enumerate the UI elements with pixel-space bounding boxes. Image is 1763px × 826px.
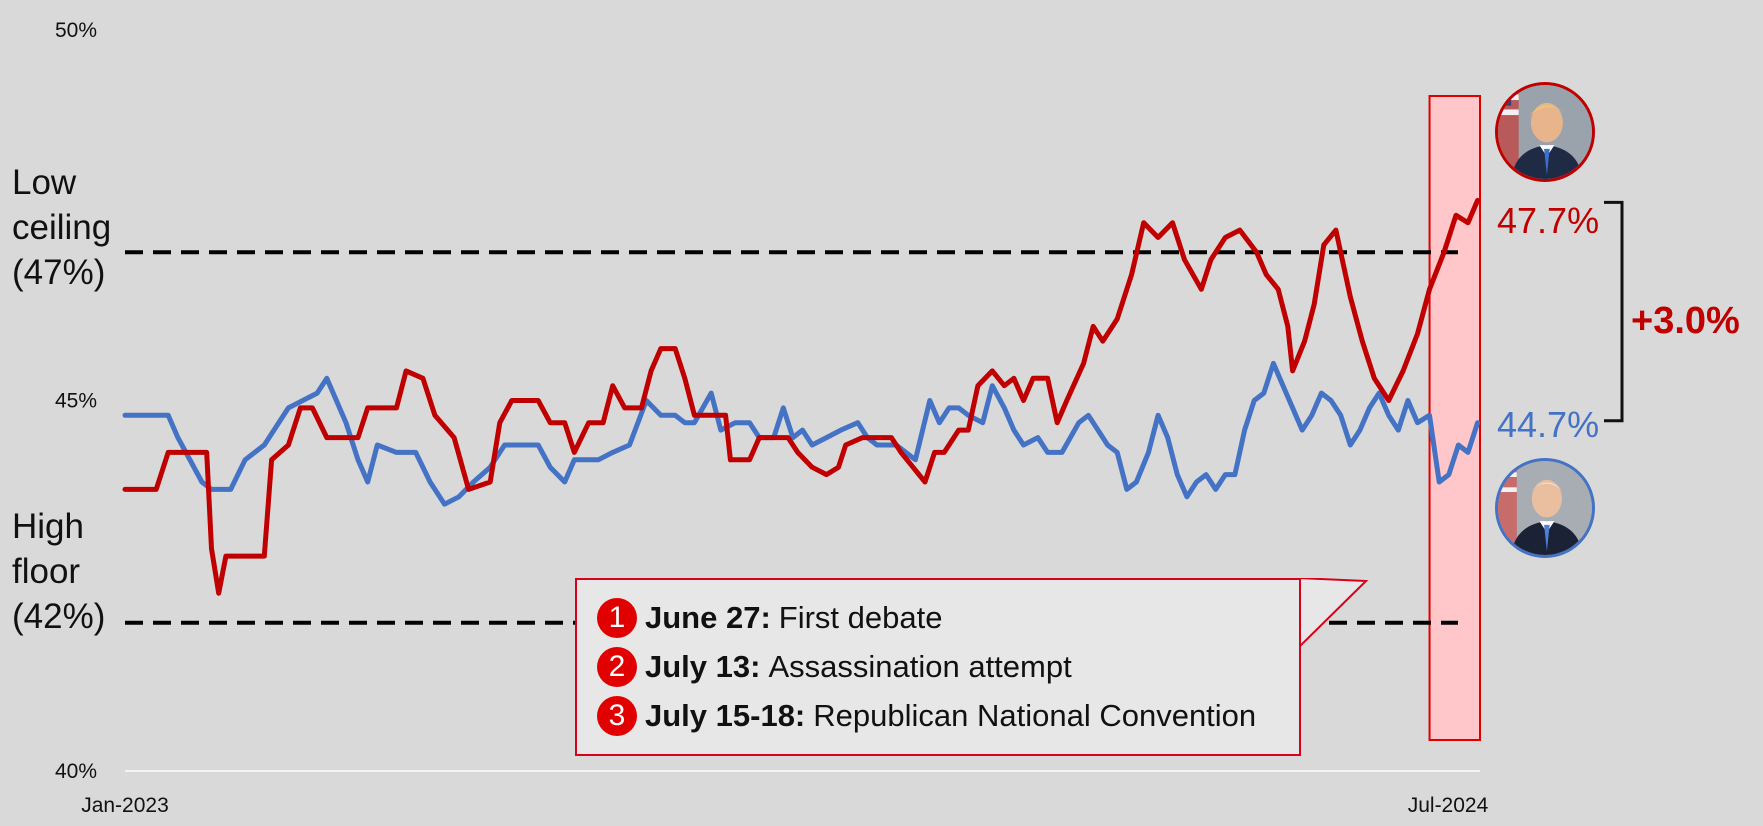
low-ceiling-line-3: (47%) bbox=[12, 253, 106, 292]
biden-end-value: 44.7% bbox=[1497, 404, 1600, 445]
y-tick-label: 50% bbox=[55, 19, 97, 42]
event-date: June 27: bbox=[645, 600, 771, 635]
event-number-badge: 3 bbox=[597, 696, 637, 736]
high-floor-line-1: High bbox=[12, 507, 84, 546]
event-date: July 13: bbox=[645, 649, 761, 684]
y-tick-label: 45% bbox=[55, 390, 97, 413]
gap-bracket bbox=[1604, 200, 1624, 423]
event-row: 2 July 13: Assassination attempt bbox=[597, 645, 1072, 689]
gap-label: +3.0% bbox=[1631, 300, 1740, 342]
high-floor-label: High floor (42%) bbox=[12, 504, 142, 639]
events-box: 1 June 27: First debate 2 July 13: Assas… bbox=[575, 578, 1301, 756]
event-description: First debate bbox=[778, 600, 943, 635]
low-ceiling-line-2: ceiling bbox=[12, 208, 112, 247]
event-description: Republican National Convention bbox=[813, 698, 1257, 733]
low-ceiling-line-1: Low bbox=[12, 163, 77, 202]
event-description: Assassination attempt bbox=[768, 649, 1072, 684]
biden-avatar bbox=[1495, 458, 1595, 558]
y-tick-label: 40% bbox=[55, 760, 97, 783]
biden-portrait-icon bbox=[1498, 461, 1592, 555]
event-number-badge: 2 bbox=[597, 647, 637, 687]
x-tick-label: Jan-2023 bbox=[81, 794, 169, 817]
event-date: July 15-18: bbox=[645, 698, 806, 733]
series-line-biden bbox=[122, 360, 1481, 507]
event-row: 3 July 15-18: Republican National Conven… bbox=[597, 694, 1256, 738]
trump-portrait-icon bbox=[1498, 85, 1592, 179]
high-floor-line-2: floor bbox=[12, 552, 81, 591]
event-row: 1 June 27: First debate bbox=[597, 596, 942, 640]
callout-pointer bbox=[1298, 578, 1369, 650]
low-ceiling-label: Low ceiling (47%) bbox=[12, 160, 142, 295]
trump-end-value: 47.7% bbox=[1497, 200, 1600, 241]
series-line-trump bbox=[122, 197, 1481, 596]
high-floor-line-3: (42%) bbox=[12, 597, 106, 636]
highlight-band bbox=[1428, 95, 1481, 741]
x-tick-label: Jul-2024 bbox=[1408, 794, 1489, 817]
event-number-badge: 1 bbox=[597, 598, 637, 638]
trump-avatar bbox=[1495, 82, 1595, 182]
